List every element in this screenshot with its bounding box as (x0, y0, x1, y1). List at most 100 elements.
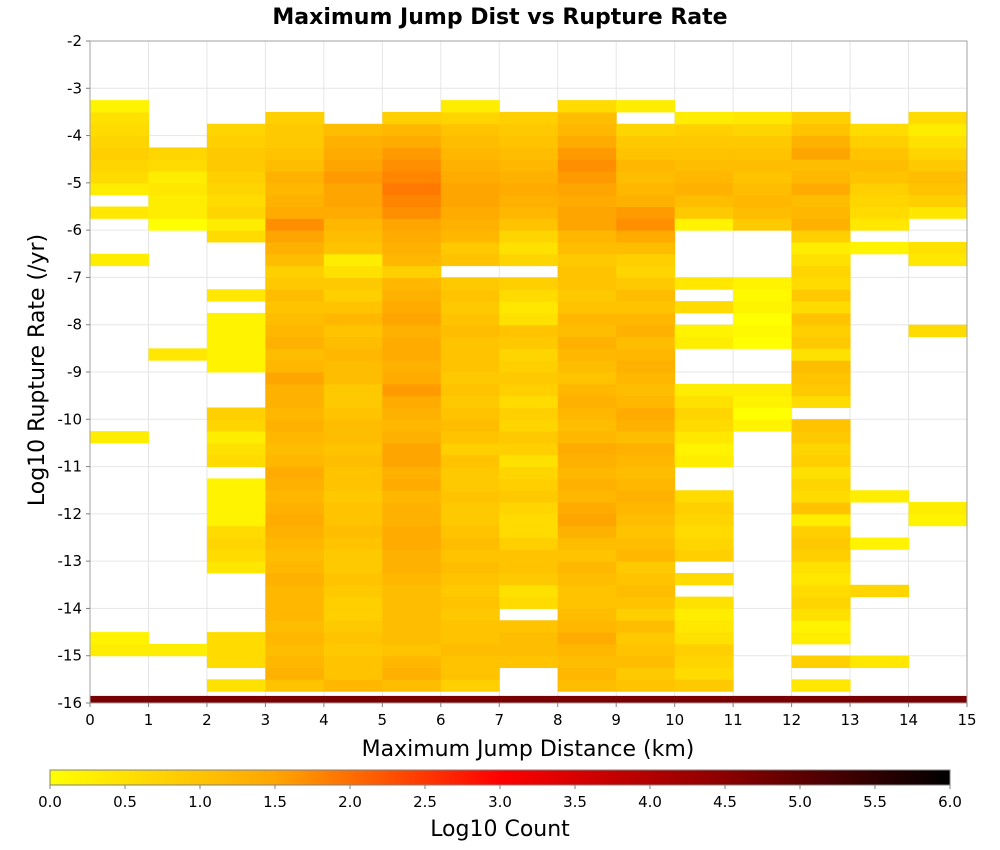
heatmap-cell (382, 419, 442, 432)
heatmap-cell (791, 253, 851, 267)
heatmap-cell (323, 466, 383, 479)
heatmap-cell (733, 206, 793, 219)
heatmap-cell (791, 632, 851, 645)
heatmap-cell (557, 383, 617, 397)
heatmap-cell (499, 289, 559, 302)
heatmap-cell (265, 620, 325, 633)
heatmap-cell (382, 431, 442, 444)
heatmap-cell (382, 525, 442, 538)
x-tick-label: 13 (841, 711, 860, 729)
heatmap-cell (616, 407, 676, 420)
heatmap-cell (148, 182, 208, 196)
heatmap-cell (557, 372, 617, 385)
heatmap-cell (674, 655, 734, 669)
heatmap-cell (674, 159, 734, 172)
heatmap-cell (382, 194, 442, 207)
heatmap-cell (557, 407, 617, 420)
heatmap-cell (616, 230, 676, 243)
heatmap-cell (206, 159, 266, 172)
heatmap-cell (557, 442, 617, 456)
heatmap-cell (557, 620, 617, 633)
heatmap-cell (733, 182, 793, 196)
heatmap-cell (265, 194, 325, 207)
heatmap-cell (557, 490, 617, 503)
heatmap-cell (616, 679, 676, 692)
heatmap-cell (733, 147, 793, 160)
heatmap-cell (206, 632, 266, 645)
heatmap-cell (323, 135, 383, 148)
heatmap-cell (440, 407, 500, 420)
heatmap-cell (674, 620, 734, 633)
heatmap-cell (791, 336, 851, 349)
heatmap-cell (265, 123, 325, 137)
y-tick-label: -14 (58, 599, 83, 617)
heatmap-cell (90, 159, 149, 172)
heatmap-cell (265, 466, 325, 479)
heatmap-cell (265, 478, 325, 491)
heatmap-cell (148, 159, 208, 172)
heatmap-cell (499, 159, 559, 172)
heatmap-cell (908, 147, 968, 160)
heatmap-cell (499, 525, 559, 538)
heatmap-cell (265, 383, 325, 397)
heatmap-cell (265, 372, 325, 385)
heatmap-cell (499, 502, 559, 515)
heatmap-cell (616, 206, 676, 219)
heatmap-cell (206, 561, 266, 574)
heatmap-cell (265, 135, 325, 148)
heatmap-cell (206, 679, 266, 692)
heatmap-cell (440, 655, 500, 669)
heatmap-cell (323, 372, 383, 385)
heatmap-cell (557, 395, 617, 408)
heatmap-cell (206, 147, 266, 160)
heatmap-cell (499, 147, 559, 160)
heatmap-cell (499, 632, 559, 645)
heatmap-cell (90, 643, 149, 657)
heatmap-cell (557, 419, 617, 432)
heatmap-cell (557, 171, 617, 184)
heatmap-cell (90, 111, 149, 125)
heatmap-cell (499, 372, 559, 385)
heatmap-cell (791, 466, 851, 479)
y-tick-label: -3 (67, 79, 82, 97)
heatmap-cell (323, 383, 383, 397)
heatmap-cell (499, 218, 559, 231)
heatmap-cell (616, 561, 676, 574)
heatmap-cell (557, 632, 617, 645)
heatmap-cell (557, 324, 617, 338)
heatmap-cell (265, 537, 325, 550)
heatmap-cell (382, 584, 442, 598)
heatmap-cell (850, 490, 910, 503)
heatmap-cell (440, 549, 500, 562)
x-tick-label: 9 (611, 711, 621, 729)
heatmap-cell (90, 182, 149, 196)
heatmap-cell (265, 171, 325, 184)
heatmap-cell (908, 111, 968, 125)
heatmap-cell (733, 218, 793, 231)
heatmap-cell (206, 490, 266, 503)
heatmap-cell (265, 561, 325, 574)
heatmap-cell (674, 194, 734, 207)
heatmap-cell (557, 348, 617, 361)
heatmap-cells (90, 100, 968, 704)
heatmap-cell (323, 572, 383, 586)
heatmap-cell (323, 206, 383, 219)
heatmap-cell (557, 502, 617, 515)
heatmap-cell (616, 596, 676, 609)
heatmap-cell (557, 549, 617, 562)
heatmap-cell (557, 537, 617, 550)
colorbar-tick-label: 5.0 (788, 793, 812, 811)
heatmap-cell (557, 525, 617, 538)
heatmap-cell (499, 336, 559, 349)
heatmap-cell (733, 135, 793, 148)
heatmap-cell (616, 643, 676, 657)
heatmap-cell (499, 111, 559, 125)
heatmap-cell (206, 289, 266, 302)
heatmap-cell (499, 194, 559, 207)
heatmap-cell (791, 655, 851, 669)
heatmap-cell (674, 667, 734, 680)
heatmap-cell (265, 312, 325, 326)
heatmap-cell (265, 218, 325, 231)
heatmap-cell (616, 502, 676, 515)
heatmap-cell (616, 537, 676, 550)
